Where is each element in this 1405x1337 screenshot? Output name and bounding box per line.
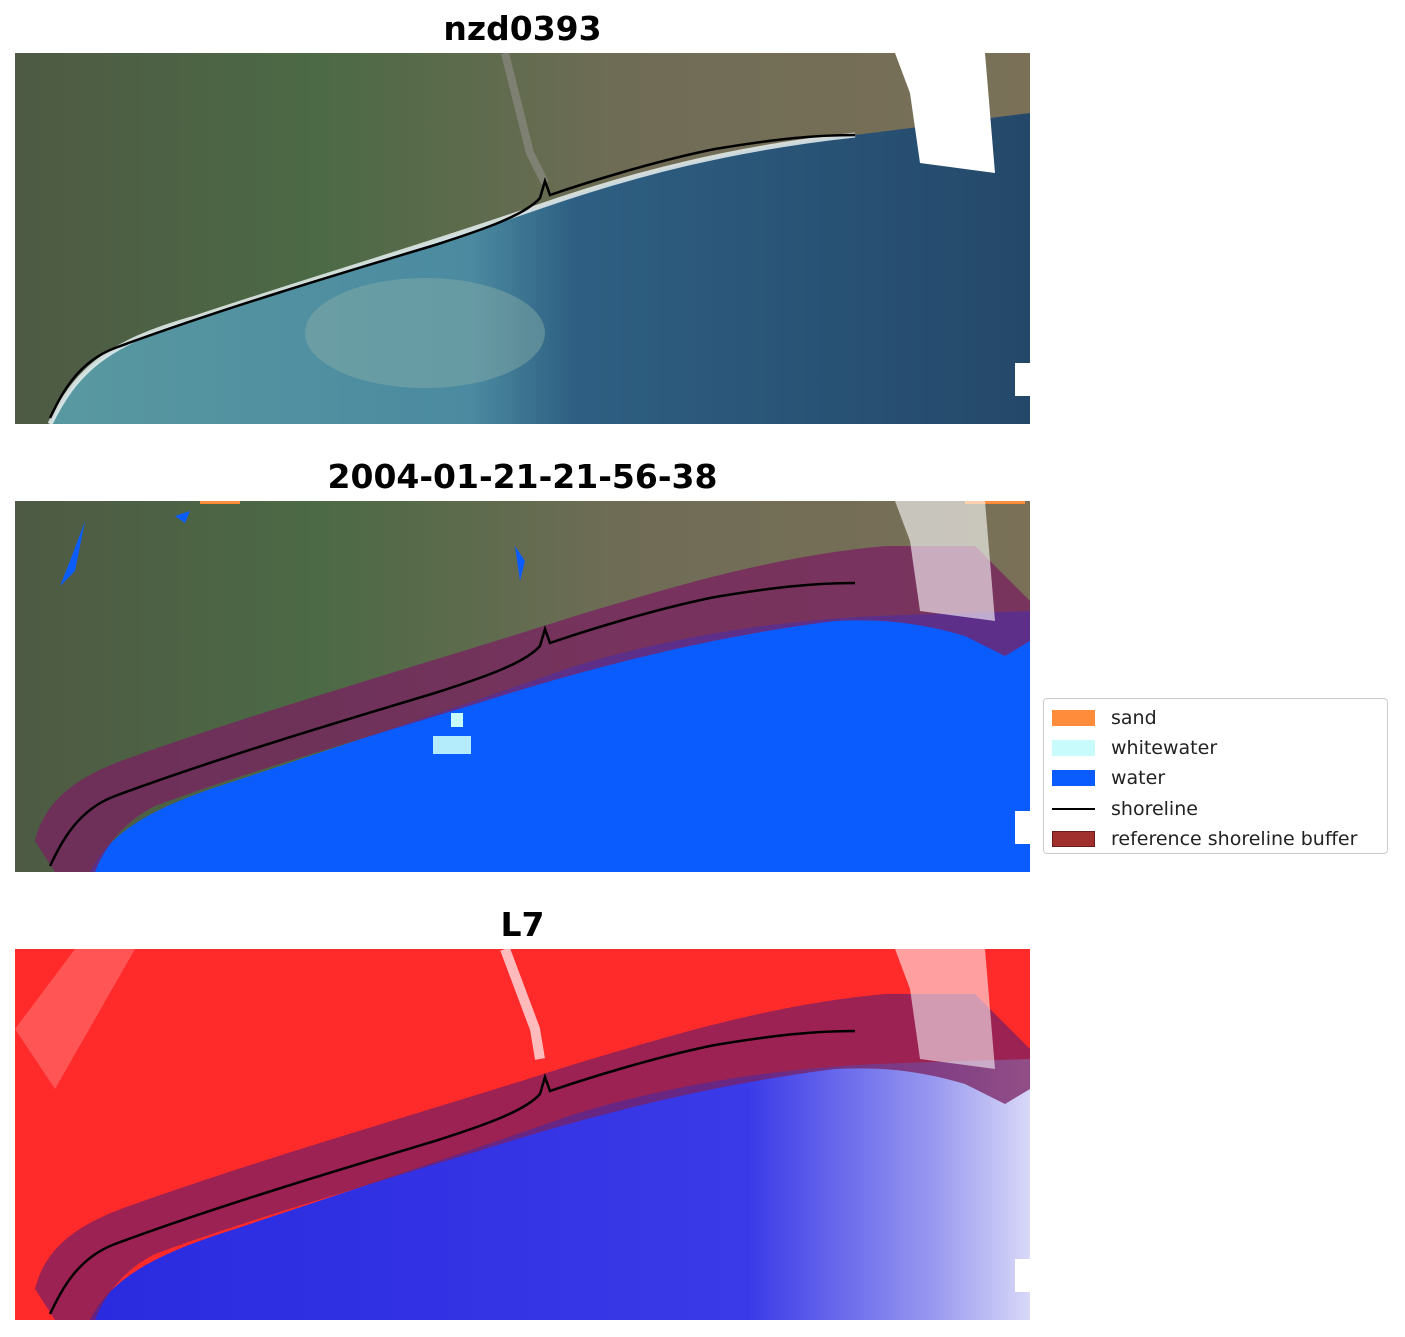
legend-item-whitewater: whitewater [1052,733,1379,763]
reference-shoreline-buffer [35,546,1030,872]
whitewater-swatch [1052,740,1095,757]
sea-area [15,113,1030,424]
river [500,949,545,1060]
water-patch [175,511,190,523]
whitewater-patch [433,736,471,754]
cloud-mask-small [1015,1259,1030,1292]
legend-label: reference shoreline buffer [1111,827,1358,850]
sand-strip [965,501,1025,504]
water-swatch [1052,770,1095,787]
cloud-mask [895,53,995,173]
cloud-mask-small [1015,811,1030,844]
surf-line [47,132,856,424]
water-patch [515,546,525,581]
shoreline-swatch [1052,807,1095,810]
legend-label: water [1111,767,1166,790]
sediment-plume [305,278,545,388]
water-patch [60,521,85,586]
legend-label: shoreline [1111,797,1198,820]
legend-label: whitewater [1111,737,1218,760]
legend-item-sand: sand [1052,703,1379,733]
reference-shoreline-buffer [35,994,1030,1320]
land-texture [15,949,135,1089]
classified-image-panel [15,501,1030,872]
index-image [15,949,1030,1320]
legend: sand whitewater water shoreline referenc… [1043,698,1388,854]
legend-item-water: water [1052,763,1379,793]
rgb-image-panel [15,53,1030,424]
whitewater-patch [451,713,463,727]
buffer-swatch [1052,830,1095,847]
river [501,53,549,185]
rgb-image [15,53,1030,424]
legend-item-buffer: reference shoreline buffer [1052,824,1379,854]
shoreline [48,133,856,419]
shoreline [48,581,856,867]
sand-swatch [1052,710,1095,727]
cloud-mask [895,949,995,1069]
legend-label: sand [1111,707,1157,730]
water-class [90,611,1030,872]
panel-title-rgb: nzd0393 [443,9,602,48]
water-index [90,1059,1030,1320]
cloud-mask [895,501,995,621]
index-image-panel [15,949,1030,1320]
sand-strip [200,501,240,504]
shoreline [48,1029,856,1315]
cloud-mask-small [1015,363,1030,396]
panel-title-classified: 2004-01-21-21-56-38 [327,457,718,496]
legend-item-shoreline: shoreline [1052,794,1379,824]
panel-title-index: L7 [500,905,545,944]
classified-image [15,501,1030,872]
